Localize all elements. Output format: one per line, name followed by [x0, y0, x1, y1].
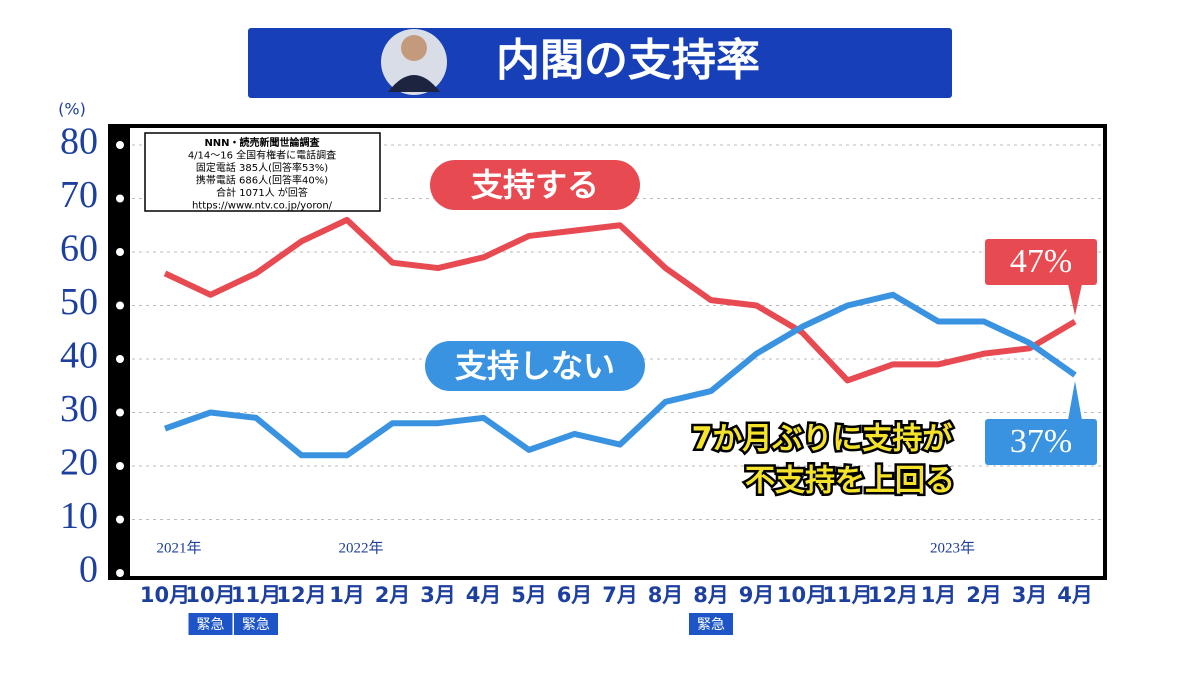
x-tick-label: 5月 — [511, 583, 547, 607]
callout-pointer — [1068, 381, 1082, 420]
x-tick-label: 11月 — [822, 583, 872, 607]
legend-label: 支持しない — [455, 347, 615, 385]
x-tick-label: 10月 — [140, 583, 190, 607]
x-tick-label: 3月 — [420, 583, 456, 607]
category-note: 緊急 — [242, 617, 270, 633]
y-unit: (%) — [58, 100, 86, 119]
tick-dot — [116, 408, 124, 417]
note-badge — [234, 613, 278, 635]
x-tick-label: 12月 — [276, 583, 326, 607]
x-tick-label: 8月 — [693, 583, 729, 607]
series-line — [164, 291, 1077, 459]
x-tick-label: 4月 — [466, 583, 502, 607]
year-label: 2023年 — [930, 539, 975, 556]
x-tick-label: 7月 — [602, 583, 638, 607]
y-tick-label: 60 — [60, 228, 98, 270]
year-label: 2022年 — [338, 539, 383, 556]
portrait — [381, 29, 447, 95]
source-line: 4/14〜16 全国有権者に電話調査 — [188, 149, 336, 162]
callout-box — [985, 419, 1097, 465]
source-box — [144, 132, 381, 212]
legend-pill — [430, 160, 640, 210]
x-tick-label: 8月 — [648, 583, 684, 607]
x-tick-label: 10月 — [777, 583, 827, 607]
x-tick-label: 10月 — [185, 583, 235, 607]
source-line: NNN・読売新聞世論調査 — [204, 136, 320, 149]
source-line: 携帯電話 686人(回答率40%) — [196, 174, 328, 187]
note-badge — [689, 613, 733, 635]
series-line — [163, 216, 1077, 384]
y-tick-label: 10 — [60, 495, 98, 537]
x-tick-label: 1月 — [329, 583, 365, 607]
axis-band — [110, 126, 130, 578]
y-tick-label: 30 — [60, 388, 98, 430]
tick-dot — [116, 462, 124, 470]
portrait-face — [401, 35, 427, 61]
source-line: 合計 1071人 が回答 — [216, 186, 308, 199]
chart-title: 内閣の支持率 — [496, 35, 760, 86]
source-line: https://www.ntv.co.jp/yoron/ — [192, 201, 333, 212]
tick-dot — [116, 569, 124, 577]
tick-dot — [116, 141, 124, 149]
tick-dot — [116, 194, 124, 203]
value-label: 37% — [1010, 423, 1072, 460]
y-tick-label: 0 — [79, 549, 98, 591]
x-tick-label: 11月 — [231, 583, 281, 607]
value-label: 47% — [1010, 243, 1072, 280]
x-tick-label: 1月 — [921, 583, 957, 607]
x-tick-label: 6月 — [557, 583, 593, 607]
y-tick-label: 40 — [60, 335, 98, 377]
category-note: 緊急 — [697, 617, 725, 633]
category-note: 緊急 — [197, 617, 225, 633]
note-badge — [188, 613, 233, 635]
x-tick-label: 9月 — [739, 583, 775, 607]
x-tick-label: 12月 — [868, 583, 918, 607]
x-tick-label: 3月 — [1012, 583, 1048, 607]
legend-label: 支持する — [471, 166, 599, 204]
portrait-suit — [388, 75, 440, 92]
tick-dot — [116, 301, 124, 310]
tick-dot — [116, 248, 124, 256]
x-tick-label: 4月 — [1057, 583, 1093, 607]
year-label: 2021年 — [156, 539, 201, 556]
annotation: 7か月ぶりに支持が — [692, 422, 953, 457]
y-tick-label: 70 — [60, 174, 98, 216]
y-tick-label: 80 — [60, 121, 98, 163]
tick-dot — [116, 515, 124, 524]
callout-box — [985, 239, 1097, 285]
legend-pill — [425, 341, 645, 391]
tick-dot — [116, 355, 124, 363]
y-tick-label: 50 — [60, 281, 98, 323]
y-tick-label: 20 — [60, 442, 98, 484]
callout-pointer — [1068, 284, 1082, 316]
source-line: 固定電話 385人(回答率53%) — [196, 161, 328, 174]
annotation: 不支持を上回る — [745, 464, 955, 499]
x-tick-label: 2月 — [966, 583, 1002, 607]
x-tick-label: 2月 — [375, 583, 411, 607]
